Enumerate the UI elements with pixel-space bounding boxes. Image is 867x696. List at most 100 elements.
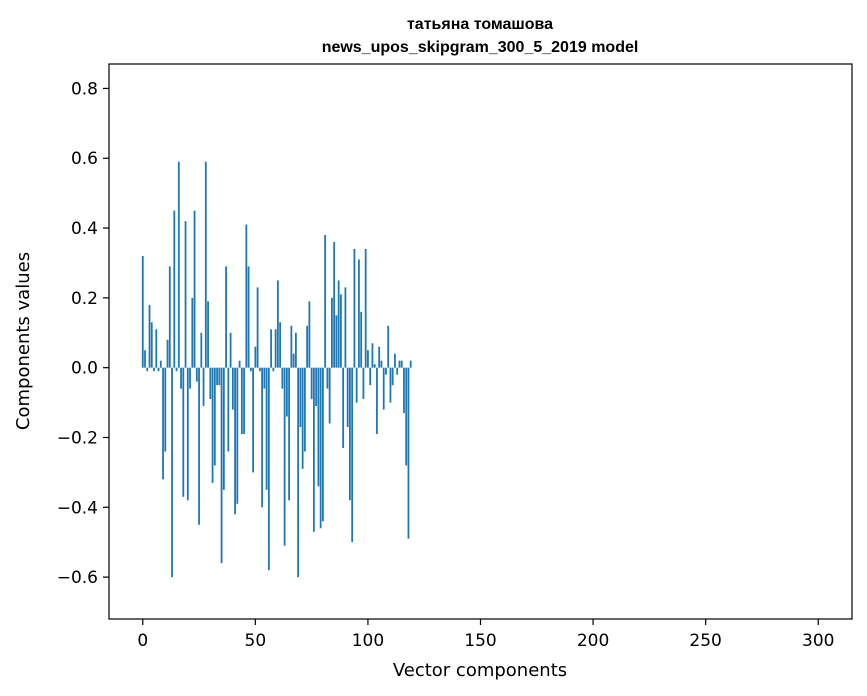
bar: [301, 367, 304, 469]
bar: [378, 346, 381, 368]
bar: [364, 249, 367, 368]
bar: [340, 294, 342, 368]
bar: [358, 259, 360, 368]
bar: [159, 360, 162, 368]
bar: [405, 367, 408, 466]
bar: [144, 350, 146, 368]
bar: [153, 367, 155, 372]
bar: [349, 367, 351, 501]
bar: [171, 367, 173, 578]
bar: [240, 367, 243, 434]
bar: [335, 315, 338, 368]
y-tick-label: −0.4: [57, 498, 98, 518]
y-tick-label: 0.8: [71, 79, 98, 99]
bar: [355, 367, 358, 403]
bar: [373, 364, 376, 368]
bar: [177, 161, 180, 368]
y-tick-label: 0.4: [71, 219, 98, 239]
bar: [281, 367, 284, 389]
bar: [263, 367, 266, 389]
bar: [285, 367, 288, 417]
bar: [189, 367, 191, 389]
bar: [193, 210, 196, 368]
bar: [326, 367, 329, 389]
bar: [306, 325, 309, 368]
bar: [391, 367, 394, 386]
bar: [317, 367, 320, 487]
chart-title: татьяна томашова: [407, 16, 553, 33]
bar: [195, 367, 198, 382]
bar: [146, 367, 149, 372]
bar: [245, 224, 248, 368]
bar: [400, 360, 403, 368]
bar: [360, 311, 363, 368]
plot-area: [109, 64, 852, 619]
bar: [371, 343, 374, 368]
bar: [157, 367, 160, 372]
bar: [351, 367, 354, 543]
plot-frame: [108, 63, 853, 620]
bar: [150, 322, 153, 368]
bar: [398, 360, 401, 368]
y-axis-label: Components values: [13, 252, 34, 430]
x-tick-label: 100: [352, 631, 384, 651]
y-tick-label: 0.0: [71, 359, 98, 379]
bar: [270, 329, 273, 368]
bar: [220, 367, 223, 564]
bar: [155, 329, 158, 368]
bar: [202, 367, 205, 407]
bar: [184, 221, 187, 368]
bar: [276, 280, 279, 368]
bar: [218, 367, 221, 386]
bar: [162, 367, 164, 480]
bar: [213, 367, 216, 466]
bar: [310, 367, 313, 400]
bar: [385, 367, 387, 375]
bar: [256, 287, 259, 368]
bar: [164, 367, 167, 452]
x-tick-label: 150: [464, 631, 496, 651]
bar: [312, 367, 315, 532]
y-tick-label: 0.2: [71, 289, 98, 309]
bar: [207, 301, 209, 368]
bar: [166, 339, 169, 368]
bar: [243, 367, 245, 434]
bar: [209, 367, 212, 400]
x-tick-label: 250: [689, 631, 721, 651]
bar: [182, 367, 185, 497]
bar: [236, 367, 239, 504]
y-axis: −0.6 −0.4 −0.2 0.0 0.2 0.4 0.6 0.8: [57, 79, 109, 588]
bar: [292, 353, 295, 368]
bar: [346, 367, 349, 428]
bar: [252, 367, 254, 473]
y-tick-label: 0.6: [71, 149, 98, 169]
bar: [337, 280, 340, 368]
bar: [204, 161, 207, 368]
bar: [148, 304, 151, 368]
bar: [376, 367, 378, 434]
bar: [198, 367, 200, 525]
bar: [303, 367, 306, 452]
bar: [234, 367, 236, 515]
bar: [267, 367, 270, 571]
bar: [353, 249, 356, 368]
bar: [200, 332, 203, 368]
bar: [290, 325, 293, 368]
bar: [168, 266, 171, 368]
bar: [274, 329, 277, 368]
bar: [380, 360, 383, 368]
x-tick-label: 0: [137, 631, 148, 651]
bar: [258, 367, 261, 372]
bar: [324, 235, 327, 368]
bar: [299, 367, 302, 428]
bar: [409, 360, 412, 368]
bar: [180, 367, 182, 389]
bar: [225, 266, 227, 368]
x-tick-label: 200: [577, 631, 609, 651]
bar: [238, 360, 241, 368]
bar: [229, 332, 232, 368]
bar: [261, 367, 264, 508]
bar: [396, 367, 399, 375]
x-tick-label: 300: [802, 631, 834, 651]
